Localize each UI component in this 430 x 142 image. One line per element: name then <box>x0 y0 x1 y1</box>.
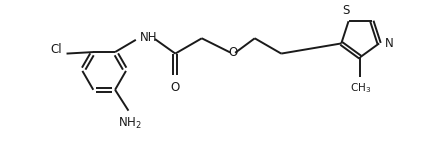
Text: CH$_3$: CH$_3$ <box>350 82 371 95</box>
Text: NH$_2$: NH$_2$ <box>118 116 142 131</box>
Text: O: O <box>228 46 237 59</box>
Text: Cl: Cl <box>50 43 62 56</box>
Text: S: S <box>342 4 349 17</box>
Text: N: N <box>385 37 394 50</box>
Text: NH: NH <box>140 31 157 44</box>
Text: O: O <box>171 81 180 94</box>
